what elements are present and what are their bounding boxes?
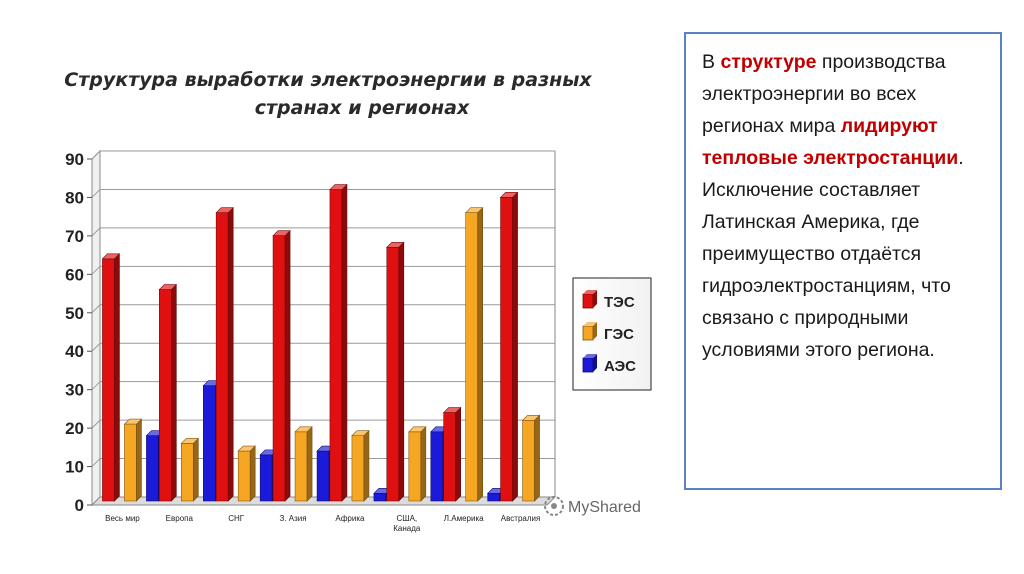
- watermark: MyShared: [544, 496, 641, 516]
- bar-ГЭС-5: [408, 426, 427, 502]
- y-tick-label: 50: [65, 304, 84, 323]
- bar-ГЭС-7: [521, 414, 541, 502]
- bar-ГЭС-6: [464, 206, 484, 502]
- legend-swatch: [582, 357, 594, 373]
- y-tick-label: 0: [75, 496, 84, 515]
- gridline-side: [91, 381, 101, 391]
- legend-item-ГЭС: ГЭС: [582, 322, 634, 343]
- bar-ТЭС-3: [272, 230, 291, 502]
- gridline-side: [91, 189, 101, 198]
- description-box: В структуре производства электроэнергии …: [684, 32, 1002, 490]
- text-part-3: производства электроэнергии во всех реги…: [702, 51, 946, 137]
- legend-swatch: [582, 325, 594, 341]
- text-part-1: В: [702, 51, 721, 73]
- x-tick-label: СНГ: [228, 514, 245, 523]
- y-tick-label: 60: [65, 265, 84, 284]
- y-tick-label: 30: [65, 381, 84, 400]
- bar-ТЭС-4: [329, 183, 348, 502]
- bar-ТЭС-0: [101, 253, 121, 502]
- legend-swatch-side: [593, 354, 597, 372]
- bar-ГЭС-1: [180, 437, 200, 502]
- gridline-side: [91, 304, 101, 314]
- legend-swatch-top: [583, 354, 597, 358]
- x-tick-label: Весь мир: [105, 514, 140, 523]
- gridline-side: [91, 342, 101, 352]
- watermark-text: MyShared: [568, 499, 641, 516]
- legend-item-ТЭС: ТЭС: [582, 290, 635, 311]
- description-text: В структуре производства электроэнергии …: [702, 46, 988, 366]
- plot-side-wall: [91, 149, 101, 507]
- text-highlight-structure: структуре: [720, 51, 817, 73]
- gridline-side: [91, 419, 101, 429]
- legend-swatch-side: [593, 322, 597, 340]
- bar-ГЭС-3: [294, 426, 313, 502]
- gridline-side: [91, 458, 101, 467]
- legend-label: ТЭС: [604, 294, 635, 311]
- x-tick-label: Европа: [166, 514, 194, 523]
- text-highlight-leaders: лидируют тепловые электростанции: [702, 115, 959, 169]
- gridline-side: [91, 150, 101, 160]
- bar-ГЭС-0: [123, 418, 143, 502]
- plot-area: 0 10 20 30 40 50 60 70 80 90 Весь мир Европа СНГ З. А…: [65, 149, 557, 533]
- bar-chart: Структура выработки электроэнергии в раз…: [64, 69, 652, 533]
- bar-ГЭС-4: [351, 429, 370, 502]
- legend-item-АЭС: АЭС: [582, 354, 636, 375]
- gridline-side: [91, 265, 101, 275]
- myshared-logo-icon: [544, 496, 564, 516]
- legend-label: АЭС: [604, 358, 636, 375]
- chart-panel: Структура выработки электроэнергии в раз…: [20, 44, 660, 564]
- y-tick-label: 70: [65, 227, 84, 246]
- chart-title-line-2: странах и регионах: [255, 97, 470, 119]
- gridline-side: [91, 227, 101, 237]
- y-tick-label: 80: [65, 188, 84, 207]
- text-part-5: . Исключение составляет Латинская Америк…: [702, 147, 964, 361]
- legend-label: ГЭС: [604, 326, 634, 343]
- legend: ТЭС ГЭС АЭС: [572, 277, 652, 391]
- x-tick-label: Африка: [335, 514, 365, 523]
- legend-swatch: [582, 293, 594, 309]
- y-tick-label: 20: [65, 419, 84, 438]
- legend-swatch-side: [593, 290, 597, 308]
- x-tick-label: З. Азия: [280, 514, 307, 523]
- chart-title-line-1: Структура выработки электроэнергии в раз…: [64, 69, 592, 91]
- bar-ТЭС-5: [386, 241, 405, 502]
- y-tick-label: 40: [65, 342, 84, 361]
- x-tick-label: США,: [396, 514, 417, 523]
- y-tick-label: 90: [65, 150, 84, 169]
- bar-ТЭС-1: [158, 283, 178, 502]
- x-tick-label: Австралия: [501, 514, 541, 523]
- legend-swatch-top: [583, 322, 597, 326]
- bar-ТЭС-2: [215, 206, 234, 502]
- bar-ТЭС-6: [442, 406, 462, 502]
- bar-ГЭС-2: [237, 445, 256, 502]
- bar-ТЭС-7: [499, 191, 519, 502]
- legend-swatch-top: [583, 290, 597, 294]
- y-tick-label: 10: [65, 458, 84, 477]
- x-tick-label: Канада: [393, 524, 421, 533]
- x-tick-label: Л.Америка: [444, 514, 484, 523]
